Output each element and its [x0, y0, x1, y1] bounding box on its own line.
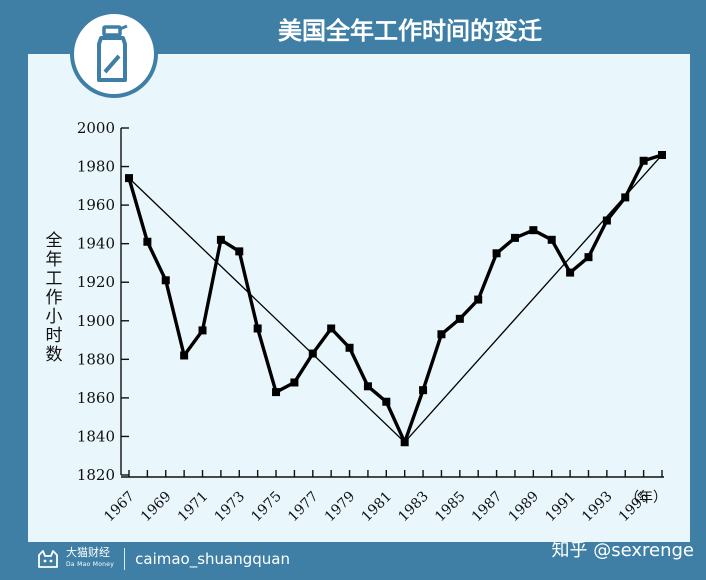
- y-tick-label: 1900: [77, 312, 115, 330]
- x-tick-label: 1987: [469, 489, 506, 526]
- y-tick-label: 2000: [77, 119, 115, 137]
- data-point: [272, 388, 281, 397]
- x-tick-label: 1969: [138, 489, 175, 526]
- brand-sub: Da Mao Money: [66, 561, 115, 568]
- y-axis-label-char: 小: [46, 307, 63, 327]
- y-axis-label-char: 作: [46, 288, 63, 308]
- cat-logo-icon: [38, 550, 58, 568]
- data-point: [125, 174, 133, 183]
- data-point: [621, 193, 630, 202]
- data-point: [492, 249, 501, 258]
- data-point: [382, 397, 391, 406]
- data-point: [363, 382, 372, 391]
- x-tick-label: 1981: [359, 489, 396, 526]
- brand-name: 大猫财经: [66, 546, 110, 559]
- data-point: [419, 386, 428, 395]
- brand-text: 大猫财经 Da Mao Money: [66, 547, 114, 571]
- data-point: [455, 314, 464, 323]
- x-tick-label: 1977: [285, 489, 322, 526]
- data-point: [235, 247, 244, 256]
- x-tick-label: 1985: [432, 489, 469, 526]
- y-tick-label: 1860: [77, 389, 115, 407]
- x-tick-label: 1967: [101, 489, 138, 526]
- data-point: [639, 156, 648, 165]
- page-title: 美国全年工作时间的变迁: [278, 17, 542, 45]
- y-axis-label-char: 工: [46, 269, 63, 289]
- data-point: [180, 351, 189, 360]
- x-tick-label: 1975: [248, 489, 285, 526]
- x-tick-label: 1979: [322, 489, 359, 526]
- x-tick-label: 1971: [175, 489, 212, 526]
- spray-bottle-icon: [97, 24, 128, 82]
- data-point: [566, 268, 575, 277]
- data-point: [474, 295, 483, 304]
- x-tick-label: 1993: [579, 489, 616, 526]
- footer-divider: [124, 548, 126, 570]
- y-axis: 1820 1840 1860 1880 1900 1920 1940 1960 1980 2000: [77, 119, 129, 484]
- y-axis-label-char: 全: [46, 231, 63, 251]
- data-point: [602, 216, 611, 225]
- y-tick-label: 1960: [77, 196, 115, 214]
- y-axis-label-char: 数: [46, 345, 63, 365]
- y-tick-label: 1940: [77, 235, 115, 253]
- data-point: [510, 233, 519, 242]
- chart-panel: [28, 54, 690, 542]
- footer-brand: 大猫财经 Da Mao Money caimao_shuangquan: [36, 544, 290, 574]
- data-point: [547, 235, 556, 244]
- data-point: [216, 235, 225, 244]
- data-point: [529, 226, 538, 235]
- series: [125, 150, 666, 447]
- data-point: [658, 150, 666, 159]
- data-point: [327, 324, 336, 333]
- data-point: [437, 330, 446, 339]
- data-point: [253, 324, 262, 333]
- y-axis-label-char: 时: [46, 326, 63, 346]
- y-tick-label: 1920: [77, 273, 115, 291]
- data-point: [584, 253, 593, 262]
- x-axis: 1967 1969 1971 1973 1975 1977 1979 1981 1983 1985…: [101, 470, 664, 525]
- data-point: [290, 378, 299, 387]
- y-tick-label: 1880: [77, 350, 115, 368]
- y-axis-label-char: 年: [46, 250, 63, 270]
- x-tick-label: 1973: [212, 489, 249, 526]
- x-tick-label: 1983: [395, 489, 432, 526]
- y-tick-label: 1840: [77, 427, 115, 445]
- header-badge: [70, 10, 158, 98]
- series-line: [127, 153, 663, 444]
- x-axis-unit: （年）: [625, 490, 667, 506]
- trend-line: [128, 177, 406, 443]
- data-point: [345, 343, 354, 352]
- data-point: [198, 326, 207, 335]
- data-point: [308, 349, 317, 358]
- brand-handle: caimao_shuangquan: [135, 550, 291, 568]
- x-tick-label: 1989: [506, 489, 543, 526]
- x-tick-label: 1991: [542, 489, 579, 526]
- y-tick-label: 1820: [77, 466, 115, 484]
- data-point: [400, 438, 409, 447]
- data-point: [161, 276, 170, 285]
- data-point: [143, 237, 152, 246]
- watermark: 知乎 @sexrenge: [551, 540, 695, 561]
- y-tick-label: 1980: [77, 158, 115, 176]
